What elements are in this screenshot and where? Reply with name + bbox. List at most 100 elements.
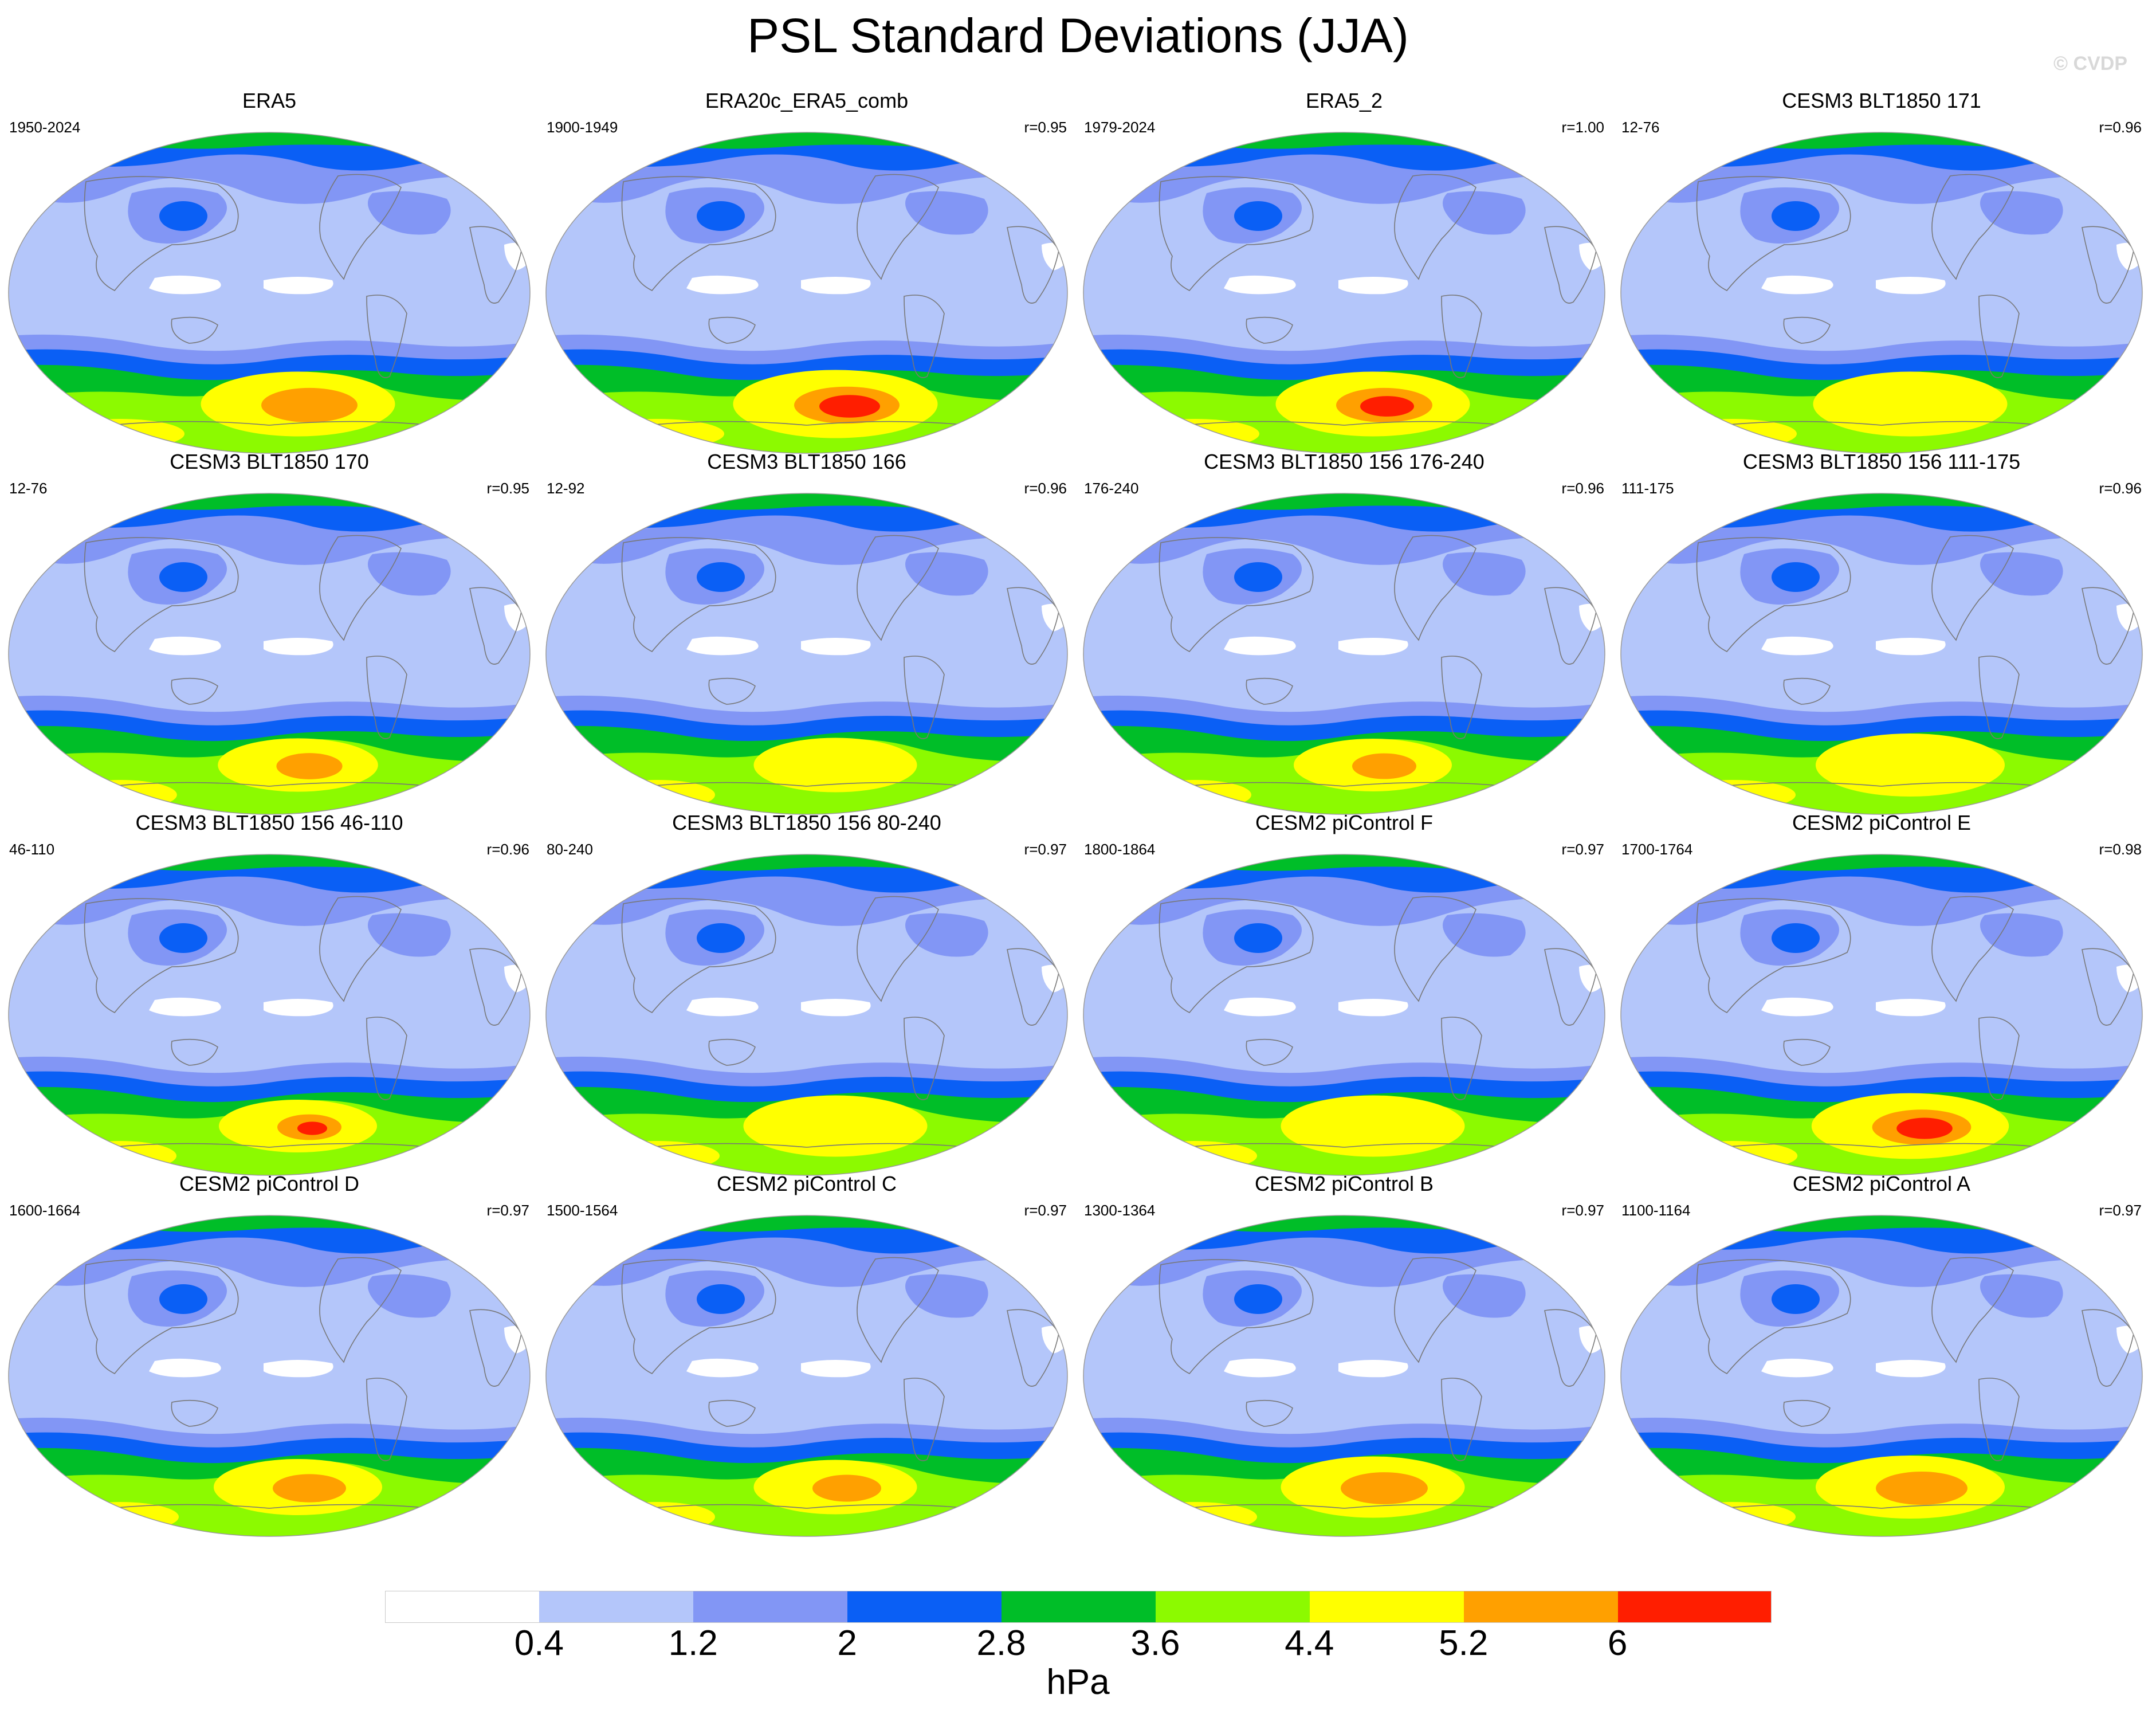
tropical-patch-east <box>264 1360 333 1378</box>
maximum-level-6 <box>1816 734 2005 797</box>
coastline <box>1783 316 1831 344</box>
colorbar-tick-label: 5.2 <box>1439 1623 1489 1663</box>
north-pacific-core <box>697 923 745 953</box>
secondary-maximum <box>1133 1502 1257 1532</box>
tropical-patch-east <box>264 638 333 656</box>
coastline <box>1931 896 2014 1002</box>
coastline <box>171 316 218 344</box>
coastline <box>1441 1017 1482 1100</box>
panel-title: ERA5_2 <box>1305 89 1383 112</box>
north-pacific-core <box>1234 923 1282 953</box>
colorbar-tick-label: 2 <box>837 1623 857 1663</box>
north-pacific-core <box>1772 923 1820 953</box>
coastline <box>84 176 239 292</box>
colorbar-segment <box>1001 1591 1156 1623</box>
panel-title: CESM2 piControl A <box>1792 1172 1971 1195</box>
coastline <box>1544 226 1597 304</box>
colorbar-segment <box>847 1591 1002 1623</box>
globe-outline <box>1083 854 1605 1176</box>
colorbar-tick-label: 3.6 <box>1130 1623 1180 1663</box>
globe-outline <box>545 854 1068 1176</box>
panel-years: 1950-2024 <box>9 119 81 136</box>
tropical-patch-west <box>1224 1358 1296 1378</box>
map-panel: CESM3 BLT1850 166 12-92 r=0.96 <box>537 450 1076 817</box>
coastline <box>904 295 945 378</box>
panel-correlation: r=0.97 <box>1024 841 1067 858</box>
coastline <box>1394 174 1476 280</box>
panel-title: CESM3 BLT1850 156 46-110 <box>135 811 403 834</box>
north-pacific-core <box>1772 201 1820 231</box>
coastline <box>857 174 939 280</box>
panel-title: ERA5 <box>242 89 297 112</box>
coastline <box>366 1378 407 1461</box>
secondary-maximum <box>1131 419 1259 449</box>
coastline <box>708 1399 756 1427</box>
map-projection <box>1083 493 1605 815</box>
coastline <box>1158 898 1314 1014</box>
secondary-maximum <box>62 1502 179 1532</box>
colorbar-tick-label: 0.4 <box>514 1623 564 1663</box>
coastline <box>1783 1038 1831 1066</box>
map-projection <box>1620 493 2143 815</box>
secondary-maximum <box>64 780 177 810</box>
cvdp-credit: © CVDP <box>2053 53 2127 74</box>
panel-years: 12-92 <box>547 480 585 497</box>
panel-correlation: r=0.96 <box>1561 480 1604 497</box>
secondary-maximum <box>1133 1141 1257 1171</box>
panel-correlation: r=0.97 <box>1024 1202 1067 1219</box>
coastline <box>1978 1378 2020 1461</box>
tropical-patch-west <box>686 997 759 1017</box>
panel-correlation: r=0.97 <box>486 1202 529 1219</box>
map-projection <box>1620 1215 2143 1537</box>
coastline <box>1394 896 1476 1002</box>
tropical-patch-west <box>686 1358 759 1378</box>
coastline <box>621 898 776 1014</box>
tropical-patch-east <box>1338 277 1408 295</box>
coastline <box>1931 1257 2014 1363</box>
colorbar-tick-label: 1.2 <box>668 1623 718 1663</box>
map-projection <box>8 854 531 1176</box>
coastline <box>1978 656 2020 739</box>
map-projection <box>1083 132 1605 454</box>
colorbar-tick-label: 6 <box>1607 1623 1628 1663</box>
north-pacific-core <box>1772 1284 1820 1314</box>
globe-outline <box>545 493 1068 815</box>
maximum-level-8 <box>297 1121 327 1135</box>
coastline <box>319 896 402 1002</box>
north-pacific-core <box>159 923 207 953</box>
panel-title: CESM2 piControl F <box>1255 811 1434 834</box>
tropical-patch-east <box>1876 999 1946 1017</box>
coastline <box>1544 1309 1597 1387</box>
coastline <box>1158 1259 1314 1375</box>
coastline <box>1441 295 1482 378</box>
maximum-level-6 <box>1813 371 2008 437</box>
north-atlantic-lobe <box>1443 552 1526 596</box>
north-atlantic-lobe <box>1443 913 1526 957</box>
coastline <box>857 896 939 1002</box>
maximum-level-7 <box>276 753 343 779</box>
secondary-maximum <box>1668 419 1797 449</box>
colorbar-segment <box>1463 1591 1618 1623</box>
coastline <box>1246 316 1293 344</box>
coastline <box>1783 677 1831 705</box>
coastline <box>1544 948 1597 1026</box>
north-atlantic-lobe <box>1980 913 2063 957</box>
panel-correlation: r=0.95 <box>486 480 529 497</box>
tropical-patch-west <box>1224 636 1296 656</box>
coastline <box>469 948 522 1026</box>
tropical-patch-east <box>264 999 333 1017</box>
coastline <box>621 537 776 653</box>
north-pacific-core <box>1772 562 1820 592</box>
tropical-patch-east <box>801 277 871 295</box>
coastline <box>1696 898 1851 1014</box>
coastline <box>1544 587 1597 665</box>
map-panel: CESM3 BLT1850 156 46-110 46-110 r=0.96 <box>0 811 539 1178</box>
globe-outline <box>1083 1215 1605 1537</box>
coastline <box>469 226 522 304</box>
coastline <box>1246 677 1293 705</box>
panel-title: CESM3 BLT1850 156 176-240 <box>1204 450 1485 473</box>
north-atlantic-lobe <box>905 1274 988 1318</box>
secondary-maximum <box>1670 780 1796 810</box>
map-panel: CESM3 BLT1850 171 12-76 r=0.96 <box>1612 89 2151 456</box>
tropical-patch-east <box>801 638 871 656</box>
